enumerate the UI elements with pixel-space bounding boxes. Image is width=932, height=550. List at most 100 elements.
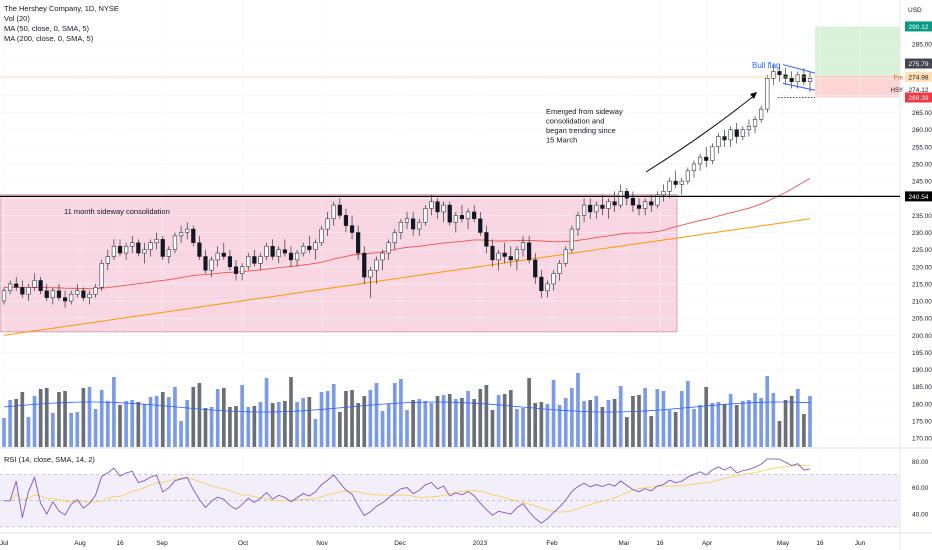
volume-bar [154, 396, 159, 447]
candle-body [14, 283, 19, 288]
volume-bar [331, 384, 336, 447]
volume-bar [325, 391, 330, 447]
candle-body [343, 215, 349, 226]
volume-bar [392, 383, 397, 447]
candle-body [154, 239, 159, 244]
indicator-ma200[interactable]: MA (200, close, 0, SMA, 5) [4, 34, 94, 43]
volume-bar [26, 417, 31, 447]
candle-body [258, 256, 263, 264]
candle-body [319, 228, 324, 244]
candle-body [56, 290, 62, 298]
grid-layer [0, 0, 900, 533]
volume-bar [99, 390, 104, 447]
currency-label: USD [908, 7, 922, 14]
price-tick-label: 180.00 [912, 401, 932, 408]
moving-averages-layer [3, 178, 811, 336]
volume-bar [545, 404, 550, 447]
price-tick-label: 210.00 [912, 299, 932, 306]
volume-bar [631, 396, 635, 447]
candle-body [178, 232, 184, 237]
candle-body [643, 201, 648, 209]
price-tick-label: 260.00 [912, 127, 932, 134]
candle-body [130, 242, 135, 247]
candle-body [380, 252, 385, 261]
candle-body [777, 71, 782, 76]
candle-body [557, 263, 562, 274]
candle-body [81, 290, 86, 298]
volume-bar [679, 391, 684, 447]
emerged-note-line: 15 March [546, 136, 577, 145]
candle-body [465, 211, 471, 220]
volume-bar [588, 400, 593, 447]
emerged-note-line: began trending since [546, 126, 616, 135]
volume-bar [215, 389, 220, 447]
price-tick-label: 245.00 [912, 179, 932, 186]
candle-body [356, 232, 361, 254]
volume-bar [765, 376, 770, 447]
volume-bar [258, 402, 263, 447]
volume-bar [75, 412, 80, 447]
rsi-tick-label: 80.00 [912, 459, 929, 466]
candle-body [508, 256, 513, 261]
candle-body [636, 204, 642, 209]
volume-bar [69, 413, 73, 447]
candle-body [105, 256, 110, 264]
volume-bar [240, 385, 244, 447]
candle-body [221, 252, 226, 257]
volume-bar [81, 388, 86, 447]
candle-body [148, 242, 153, 250]
volume-bar [795, 389, 800, 447]
candle-body [704, 156, 709, 161]
volume-bar [264, 378, 269, 447]
candle-body [282, 249, 287, 254]
entry-price-tag-bg [905, 58, 932, 69]
consolidation-label: 11 month sideway consolidation [64, 207, 170, 216]
price-tick-label: 175.00 [912, 419, 932, 426]
volume-bar [87, 387, 92, 447]
candle-body [588, 204, 593, 213]
target-zone [815, 26, 900, 76]
candle-body [246, 256, 251, 268]
volume-bar [594, 396, 599, 447]
candle-body [606, 201, 611, 209]
pre-price-tag-bg [905, 71, 932, 82]
volume-bar [722, 404, 727, 447]
price-tick-label: 285.00 [912, 41, 932, 48]
price-tick-label: 170.00 [912, 436, 932, 443]
candle-body [722, 136, 727, 141]
volume-bar [344, 391, 348, 447]
candle-body [411, 218, 416, 230]
indicator-ma50[interactable]: MA (50, close, 0, SMA, 5) [4, 24, 90, 33]
rsi-legend[interactable]: RSI (14, close, SMA, 14, 2) [4, 455, 95, 464]
volume-bar [173, 387, 177, 447]
volume-bar [502, 394, 507, 447]
volume-bar [289, 377, 293, 447]
bull-flag-label: Bull flag [752, 61, 780, 70]
time-tick-label: Aug [74, 540, 86, 547]
candle-body [520, 242, 526, 250]
time-tick-label: Nov [316, 540, 328, 547]
candle-body [392, 232, 397, 244]
indicator-vol[interactable]: Vol (20) [4, 14, 30, 23]
volume-bar [643, 388, 647, 447]
volume-bar [8, 400, 12, 447]
volume-bar [350, 390, 354, 447]
volume-bar [692, 409, 696, 447]
zones-layer [0, 26, 900, 333]
rsi-tick-label: 40.00 [912, 511, 929, 518]
volume-bar [246, 407, 251, 447]
volume-bar [319, 392, 324, 447]
volume-bar [160, 392, 165, 447]
candle-body [99, 263, 104, 288]
volume-bar [307, 397, 312, 447]
volume-bar [508, 390, 513, 447]
time-tick-label: Sep [156, 540, 168, 547]
candle-body [276, 249, 281, 257]
volume-bar [527, 378, 531, 447]
volume-bar [753, 393, 757, 447]
candle-body [32, 280, 37, 288]
volume-bar [478, 389, 483, 447]
candle-body [496, 252, 501, 261]
candle-body [710, 146, 715, 161]
